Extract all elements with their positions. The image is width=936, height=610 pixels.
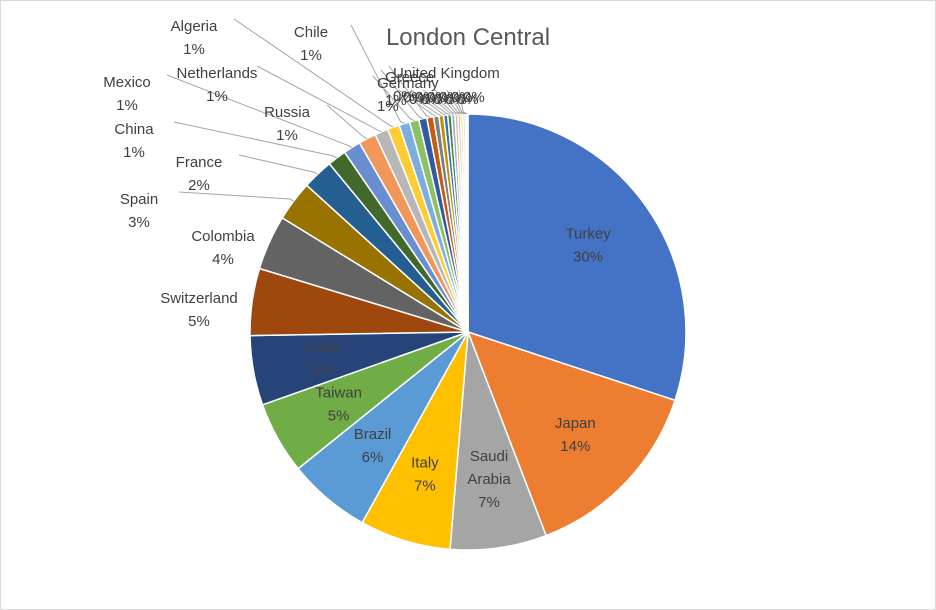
leader-line-russia — [326, 104, 368, 140]
leader-line-greece — [380, 69, 424, 120]
data-label-india-name: India — [306, 339, 339, 356]
data-label-other-23-pct: 0% — [421, 91, 443, 108]
leader-line-other-25 — [428, 91, 457, 115]
data-label-russia-name: Russia — [264, 104, 311, 121]
data-label-japan-name: Japan — [555, 415, 596, 432]
data-label-saudi-arabia-name: Saudi — [470, 448, 508, 465]
leader-line-other-24 — [422, 89, 454, 115]
leader-line-other-26 — [434, 89, 460, 115]
data-label-algeria-name: Algeria — [171, 18, 218, 35]
leader-line-other-29 — [452, 91, 467, 115]
data-label-other-20-pct: 0% — [403, 89, 425, 106]
leader-line-other-21 — [404, 91, 442, 117]
data-label-china-pct: 1% — [123, 144, 145, 161]
leader-line-united-kingdom — [388, 65, 431, 118]
leader-line-other-30 — [458, 89, 468, 115]
data-label-saudi-arabia-pct: 7% — [478, 494, 500, 511]
chart-title: London Central — [386, 24, 550, 51]
data-label-brazil-name: Brazil — [354, 426, 392, 443]
pie-slice-turkey — [467, 113, 687, 402]
data-label-algeria-pct: 1% — [183, 41, 205, 58]
data-label-turkey-pct: 30% — [573, 249, 603, 266]
data-label-other-27-pct: 0% — [445, 91, 467, 108]
leader-line-netherlands — [256, 65, 382, 133]
data-label-other-29-pct: 0% — [457, 91, 479, 108]
data-label-other-26-pct: 0% — [439, 89, 461, 106]
data-label-germany-name: Germany — [377, 75, 439, 92]
data-label-turkey-name: Turkey — [565, 226, 611, 243]
data-label-india-pct: 5% — [311, 362, 333, 379]
data-label-germany-pct: 1% — [377, 98, 399, 115]
data-label-other-28-pct: 0% — [451, 89, 473, 106]
leader-line-algeria — [233, 18, 394, 128]
data-label-other-24-pct: 0% — [427, 89, 449, 106]
data-label-netherlands-name: Netherlands — [177, 65, 258, 82]
leader-line-other-20 — [398, 89, 437, 117]
data-label-france-name: France — [176, 154, 223, 171]
data-label-saudi-arabia-name: Arabia — [467, 471, 511, 488]
leader-line-other-27 — [440, 91, 462, 115]
data-label-other-25-pct: 0% — [433, 91, 455, 108]
data-label-other-21-pct: 0% — [409, 91, 431, 108]
leader-line-other-22 — [410, 89, 446, 116]
pie-slices — [249, 113, 687, 551]
leader-line-france — [238, 154, 318, 175]
data-label-united-kingdom-name: United Kingdom — [393, 65, 500, 82]
data-label-switzerland-pct: 5% — [188, 313, 210, 330]
data-label-china-name: China — [114, 121, 154, 138]
leader-line-germany — [372, 75, 415, 122]
leader-line-spain — [178, 191, 295, 202]
leader-line-other-28 — [446, 89, 465, 115]
pie-slice-japan — [466, 330, 676, 537]
data-label-italy-name: Italy — [411, 454, 439, 471]
data-label-chile-pct: 1% — [300, 47, 322, 64]
data-label-colombia-name: Colombia — [191, 228, 255, 245]
data-label-greece-pct: 1% — [385, 92, 407, 109]
leader-line-chile — [350, 24, 405, 124]
data-label-chile-name: Chile — [294, 24, 328, 41]
data-label-netherlands-pct: 1% — [206, 88, 228, 105]
leader-lines — [166, 18, 468, 202]
data-label-taiwan-pct: 5% — [328, 408, 350, 425]
data-label-japan-pct: 14% — [560, 438, 590, 455]
leader-line-other-23 — [416, 91, 450, 116]
data-label-mexico-name: Mexico — [103, 74, 151, 91]
data-label-russia-pct: 1% — [276, 127, 298, 144]
data-label-switzerland-name: Switzerland — [160, 290, 238, 307]
data-label-italy-pct: 7% — [414, 477, 436, 494]
data-label-colombia-pct: 4% — [212, 251, 234, 268]
leader-line-china — [173, 121, 338, 159]
data-label-mexico-pct: 1% — [116, 97, 138, 114]
data-label-taiwan-name: Taiwan — [315, 385, 362, 402]
data-label-spain-pct: 3% — [128, 214, 150, 231]
data-label-greece-name: Greece — [385, 69, 434, 86]
leader-line-mexico — [166, 74, 353, 148]
data-label-united-kingdom-pct: 0% — [393, 88, 415, 105]
data-labels: Turkey 30% Japan 14% Saudi Arabia 7% Italy 7% Bra… — [103, 18, 611, 511]
data-label-brazil-pct: 6% — [362, 449, 384, 466]
data-label-france-pct: 2% — [188, 177, 210, 194]
data-label-spain-name: Spain — [120, 191, 158, 208]
data-label-other-22-pct: 0% — [415, 89, 437, 106]
data-label-other-30-pct: 0% — [463, 89, 485, 106]
